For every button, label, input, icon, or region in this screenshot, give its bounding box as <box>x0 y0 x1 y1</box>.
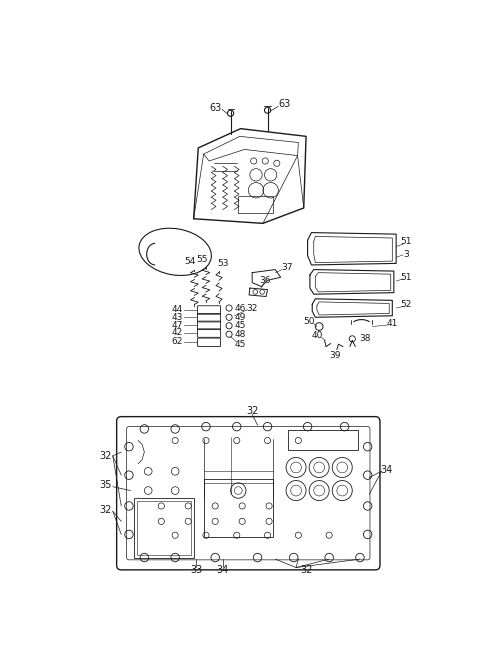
Text: 42: 42 <box>172 328 183 337</box>
Text: 36: 36 <box>260 276 271 285</box>
Text: 50: 50 <box>303 318 315 326</box>
Text: 63: 63 <box>209 103 221 113</box>
Text: 41: 41 <box>386 319 398 328</box>
Text: 51: 51 <box>400 272 412 282</box>
Text: 35: 35 <box>99 480 111 490</box>
Text: 62: 62 <box>171 337 183 346</box>
Text: 3: 3 <box>403 250 409 259</box>
Text: 47: 47 <box>171 320 183 329</box>
Text: 40: 40 <box>311 331 323 341</box>
Text: 51: 51 <box>400 237 412 246</box>
Text: 32: 32 <box>246 406 258 416</box>
Text: 54: 54 <box>184 257 195 267</box>
Text: 32: 32 <box>99 505 111 515</box>
Text: 46: 46 <box>235 303 246 312</box>
Text: 55: 55 <box>196 255 208 264</box>
Text: 34: 34 <box>380 465 392 475</box>
Text: 53: 53 <box>217 259 228 268</box>
Text: 32: 32 <box>300 565 312 575</box>
Text: 45: 45 <box>235 340 246 348</box>
Text: 34: 34 <box>217 565 229 575</box>
Text: 32: 32 <box>246 303 258 312</box>
Text: 52: 52 <box>400 301 412 309</box>
Text: 39: 39 <box>329 351 340 360</box>
Text: 43: 43 <box>171 313 183 322</box>
Text: 37: 37 <box>281 263 293 272</box>
Text: 44: 44 <box>172 305 183 314</box>
Text: 32: 32 <box>99 451 111 461</box>
Text: 49: 49 <box>235 313 246 322</box>
Text: 33: 33 <box>190 565 202 575</box>
Text: 45: 45 <box>235 321 246 330</box>
Text: 63: 63 <box>278 99 290 109</box>
Text: 48: 48 <box>235 329 246 339</box>
Text: 38: 38 <box>360 334 371 343</box>
